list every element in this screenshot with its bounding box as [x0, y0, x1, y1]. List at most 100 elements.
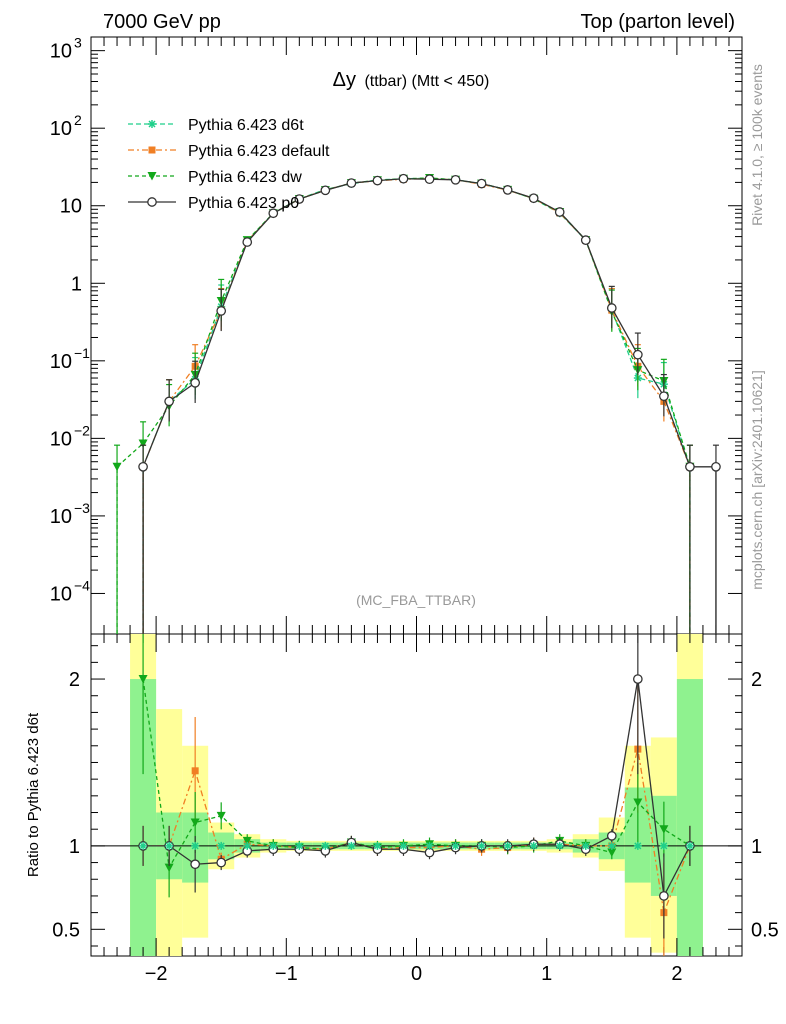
marker-circle [294, 194, 305, 204]
marker-star [148, 120, 156, 128]
marker-star-stroke [686, 842, 694, 850]
legend-label: Pythia 6.423 p0 [188, 195, 299, 212]
marker-triangle [112, 462, 122, 472]
plot-title-main: Δy [333, 69, 356, 91]
y-tick-label: 10 [50, 506, 72, 528]
marker-star-stroke [373, 842, 381, 850]
marker-star-stroke [165, 842, 173, 850]
marker-star-stroke [321, 842, 329, 850]
marker-star [659, 841, 668, 850]
x-tick-label: 1 [541, 963, 552, 985]
ratio-y-tick-label-right: 1 [751, 836, 762, 858]
plot-title: Δy (ttbar) (Mtt < 450) [333, 69, 490, 91]
marker-star [633, 841, 642, 850]
series-line-dw [116, 177, 691, 634]
marker-circle [138, 461, 148, 472]
marker-star [425, 841, 434, 850]
marker-circle [216, 857, 227, 868]
marker-circle [632, 674, 643, 684]
marker-circle [216, 306, 227, 316]
marker-star-stroke [504, 842, 512, 850]
legend-label: Pythia 6.423 d6t [188, 117, 304, 134]
marker-star [217, 841, 226, 850]
ratio-series [138, 634, 695, 956]
marker-star [529, 841, 538, 850]
marker-circle [528, 193, 539, 204]
marker-circle [268, 208, 279, 219]
marker-circle [659, 391, 669, 402]
main-series [112, 173, 721, 634]
ratio-y-axis-label: Ratio to Pythia 6.423 d6t [25, 712, 42, 877]
marker-circle [450, 174, 461, 185]
legend-label: Pythia 6.423 default [188, 143, 330, 160]
marker-triangle [607, 848, 617, 858]
series-line-d6t [142, 177, 691, 634]
marker-star-stroke [452, 842, 460, 850]
mcplots-label: mcplots.cern.ch [arXiv:2401.10621] [749, 370, 765, 589]
band-inner [676, 679, 703, 956]
marker-star [399, 841, 408, 850]
marker-circle [372, 175, 383, 186]
marker-triangle [164, 863, 174, 873]
marker-triangle [138, 675, 148, 684]
ratio-y-tick-label-left: 1 [69, 836, 80, 858]
ratio-bands [130, 634, 703, 956]
marker-star-stroke [191, 842, 199, 850]
marker-star [477, 841, 486, 850]
marker-star [555, 841, 564, 850]
marker-triangle [147, 172, 157, 181]
x-tick-label: −2 [145, 963, 168, 985]
x-tick-label: −1 [275, 963, 298, 985]
marker-circle [164, 396, 174, 407]
marker-star [607, 841, 616, 850]
marker-star-stroke [217, 842, 225, 850]
series-line-p0 [142, 178, 717, 634]
marker-star-stroke [608, 842, 616, 850]
energy-label: 7000 GeV pp [103, 11, 221, 33]
marker-circle [502, 185, 513, 195]
ratio-line-p0 [143, 678, 691, 899]
marker-star-stroke [425, 842, 434, 850]
marker-circle [147, 197, 157, 207]
y-tick-exponent: −2 [74, 422, 90, 438]
marker-star-stroke [634, 842, 642, 850]
y-tick-exponent: 2 [74, 112, 82, 128]
marker-star-stroke [295, 842, 303, 850]
marker-star [581, 841, 590, 850]
marker-circle [398, 173, 409, 184]
marker-circle [659, 891, 669, 901]
marker-star [165, 841, 174, 850]
y-tick-label: 10 [50, 351, 72, 373]
ratio-y-tick-label-left: 2 [69, 669, 80, 691]
marker-star-stroke [556, 842, 564, 850]
x-tick-label: 0 [411, 963, 422, 985]
y-tick-label: 1 [71, 273, 82, 295]
marker-triangle [138, 439, 148, 448]
marker-square [148, 146, 156, 154]
process-label: Top (parton level) [580, 11, 735, 33]
marker-circle [580, 235, 591, 245]
marker-triangle [659, 825, 669, 834]
marker-circle [476, 178, 487, 189]
ratio-line-dw [142, 678, 691, 870]
marker-star [269, 841, 278, 850]
marker-star-stroke [269, 842, 277, 850]
marker-triangle [216, 811, 226, 821]
marker-circle [320, 185, 331, 196]
marker-circle [606, 303, 617, 313]
rivet-version-label: Rivet 4.1.0, ≥ 100k events [749, 64, 765, 226]
y-tick-label: 10 [50, 583, 72, 605]
marker-star-stroke [399, 842, 408, 850]
marker-star [451, 841, 460, 850]
marker-star-stroke [582, 842, 590, 850]
marker-circle [685, 461, 695, 472]
plot-title-sub: (ttbar) (Mtt < 450) [364, 73, 489, 90]
marker-circle [632, 349, 643, 360]
ratio-y-tick-label-left: 0.5 [52, 919, 80, 941]
marker-star [295, 841, 304, 850]
ratio-line-default [143, 748, 691, 916]
marker-star-stroke [478, 842, 486, 850]
marker-star-stroke [148, 120, 156, 128]
